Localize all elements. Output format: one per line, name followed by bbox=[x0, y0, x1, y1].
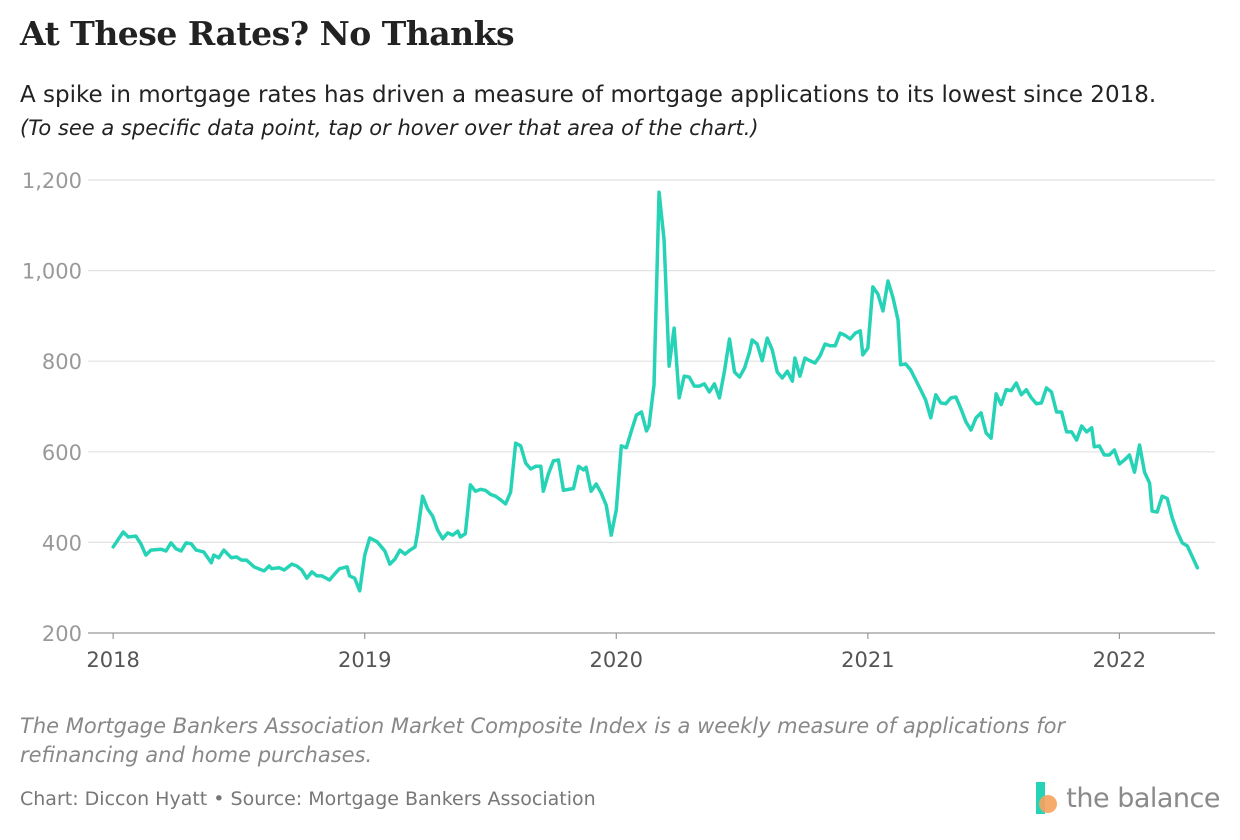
chart-subtitle: A spike in mortgage rates has driven a m… bbox=[20, 82, 1157, 108]
y-tick-label: 1,000 bbox=[22, 260, 82, 284]
x-tick-label: 2022 bbox=[1093, 648, 1146, 672]
data-line bbox=[111, 190, 1200, 593]
logo-bar bbox=[1036, 782, 1046, 814]
y-tick-label: 600 bbox=[42, 441, 82, 465]
chart: 200 400 600 800 1,000 1,200 2018 2019 2020 2021 20… bbox=[22, 169, 1215, 672]
chart-source: Chart: Diccon Hyatt • Source: Mortgage B… bbox=[20, 788, 596, 810]
y-tick-label: 400 bbox=[42, 531, 82, 555]
x-tick-label: 2020 bbox=[590, 648, 643, 672]
y-tick-label: 200 bbox=[42, 622, 82, 646]
x-tick-label: 2018 bbox=[86, 648, 139, 672]
chart-note: The Mortgage Bankers Association Market … bbox=[20, 714, 1066, 767]
logo: the balance bbox=[1034, 780, 1220, 816]
logo-text: the balance bbox=[1066, 782, 1220, 814]
x-tick-label: 2021 bbox=[841, 648, 894, 672]
logo-dot bbox=[1039, 795, 1058, 813]
chart-hint: (To see a specific data point, tap or ho… bbox=[20, 116, 759, 140]
y-tick-label: 800 bbox=[42, 350, 82, 374]
x-tick-label: 2019 bbox=[338, 648, 391, 672]
y-tick-label: 1,200 bbox=[22, 169, 82, 193]
logo-icon bbox=[1036, 782, 1058, 814]
chart-title: At These Rates? No Thanks bbox=[20, 14, 515, 53]
